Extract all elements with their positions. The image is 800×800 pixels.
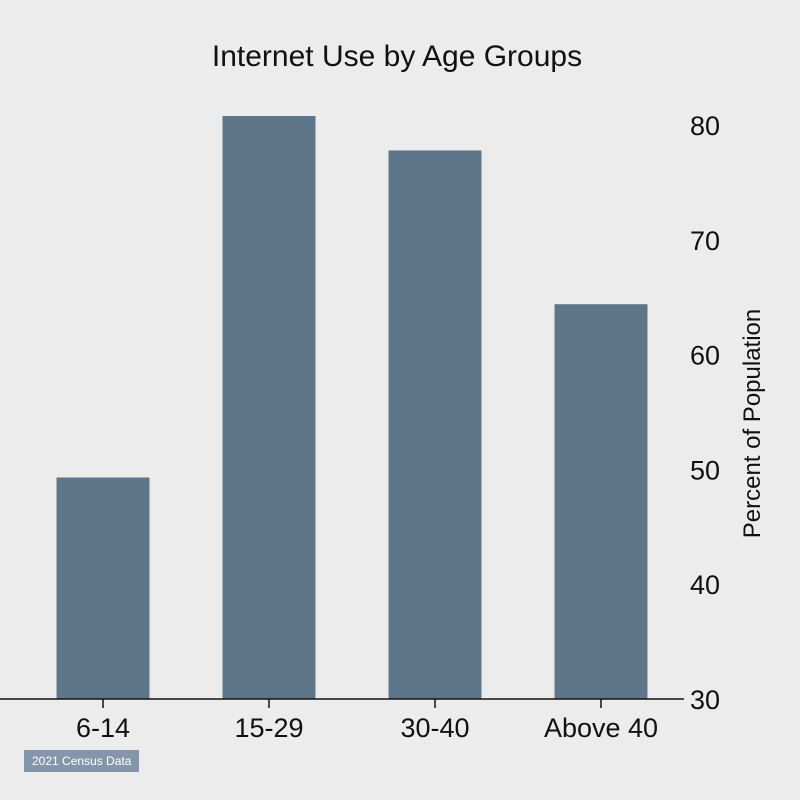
chart-title: Internet Use by Age Groups xyxy=(212,40,582,73)
x-tick-label: 6-14 xyxy=(76,713,130,743)
x-tick-label: 15-29 xyxy=(234,713,303,743)
y-tick-label: 80 xyxy=(690,111,720,141)
bar-15-29 xyxy=(222,116,316,699)
y-tick-label: 70 xyxy=(690,226,720,256)
x-tick-label: 30-40 xyxy=(400,713,469,743)
y-tick-label: 50 xyxy=(690,455,720,485)
y-tick-label: 30 xyxy=(690,685,720,715)
y-axis: 30 40 50 60 70 80 xyxy=(690,111,720,715)
bars-layer xyxy=(56,116,648,699)
bar-30-40 xyxy=(388,150,482,699)
source-note-badge: 2021 Census Data xyxy=(24,750,140,772)
x-tick-label: Above 40 xyxy=(544,713,658,743)
y-tick-label: 60 xyxy=(690,341,720,371)
bar-6-14 xyxy=(56,477,150,699)
y-tick-label: 40 xyxy=(690,570,720,600)
y-axis-title: Percent of Population xyxy=(739,309,766,539)
bar-above-40 xyxy=(554,304,648,699)
x-axis: 6-14 15-29 30-40 Above 40 xyxy=(76,699,658,743)
